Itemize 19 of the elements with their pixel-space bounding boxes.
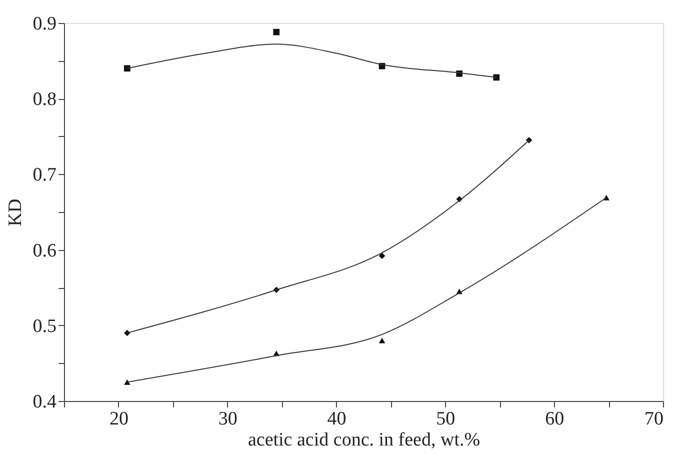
x-tick-label: 60 xyxy=(545,408,564,430)
x-tick-label: 70 xyxy=(644,408,664,430)
y-tick-label: 0.4 xyxy=(32,392,57,412)
y-tick-label: 0.6 xyxy=(32,240,56,262)
y-tick-label: 0.7 xyxy=(32,164,56,186)
y-axis-title: KD xyxy=(4,198,26,226)
x-tick-label: 40 xyxy=(327,408,346,430)
point xyxy=(378,338,386,344)
y-tick-label: 0.8 xyxy=(32,89,56,110)
point xyxy=(124,379,130,385)
point xyxy=(378,252,386,260)
x-axis-title: acetic acid conc. in feed, wt.% xyxy=(248,430,480,450)
x-tick-label: 30 xyxy=(218,408,238,430)
y-tick-label: 0.9 xyxy=(32,14,56,34)
point xyxy=(273,28,280,36)
y-tick-label: 0.5 xyxy=(32,316,56,337)
x-tick-label: 20 xyxy=(109,408,128,430)
x-tick-label: 50 xyxy=(436,408,456,430)
point xyxy=(124,65,130,72)
